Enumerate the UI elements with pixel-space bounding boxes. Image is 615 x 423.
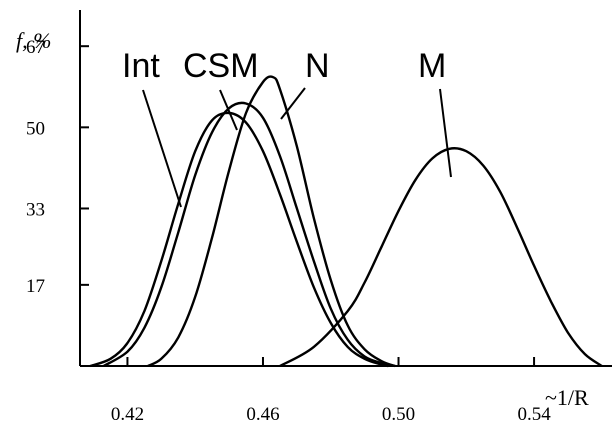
x-tick-label: 0.50 <box>382 404 415 423</box>
leader-m <box>439 88 452 178</box>
y-axis-title-text: f, % <box>16 28 51 53</box>
label-leaders <box>142 87 452 208</box>
y-axis-title: f, % <box>16 28 51 53</box>
x-ticks: 0.42 0.46 0.50 0.54 <box>111 357 551 423</box>
series-int-curve <box>89 111 389 368</box>
series-label-csm: CSM <box>183 47 259 85</box>
series-n-curve <box>147 75 396 368</box>
curves <box>89 75 603 368</box>
y-tick-label: 33 <box>26 199 45 220</box>
leader-n <box>280 87 306 120</box>
y-tick-label: 17 <box>26 276 45 297</box>
x-tick-label: 0.42 <box>111 404 144 423</box>
x-axis-title-text: ~1/R <box>545 385 589 410</box>
x-axis-title: ~1/R <box>545 385 589 410</box>
leader-int <box>142 89 182 208</box>
x-tick-label: 0.46 <box>246 404 279 423</box>
series-m-curve <box>279 147 603 368</box>
series-csm-curve <box>103 101 396 368</box>
y-tick-label: 67 <box>26 37 45 58</box>
series-label-n: N <box>305 47 330 85</box>
x-tick-label: 0.54 <box>517 404 551 423</box>
series-label-m: M <box>418 47 446 85</box>
y-tick-label: 50 <box>26 118 45 139</box>
leader-csm <box>219 89 238 131</box>
series-label-int: Int <box>122 47 160 85</box>
y-ticks: 17 33 50 67 <box>26 37 89 297</box>
axes <box>79 10 612 367</box>
